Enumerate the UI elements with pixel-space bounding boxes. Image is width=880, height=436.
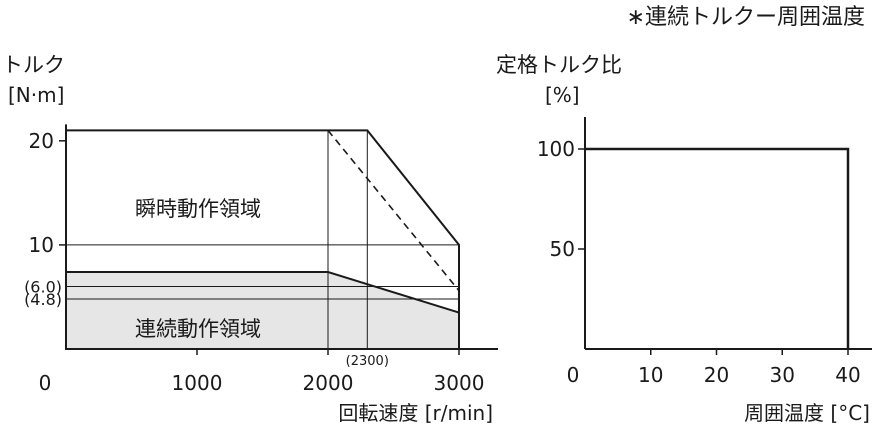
chart1-xlabel: 回転速度 [r/min]: [338, 401, 493, 425]
region-label-continuous: 連続動作領域: [135, 317, 261, 341]
x-tick-label: 10: [638, 363, 663, 387]
chart2-ylabel-line1: 定格トルク比: [496, 53, 622, 77]
torque-speed-chart: 10 20 (6.0)(4.8) 0 1000 2000 3000 (2300) 瞬時動作領域連…: [2, 53, 498, 425]
chart1-ylabel-line2: [N·m]: [8, 83, 64, 107]
chart2-plot: 50 100 0 10 20 30 40: [537, 117, 872, 387]
region-label-instant: 瞬時動作領域: [135, 197, 261, 221]
chart2-xlabel: 周囲温度 [°C]: [744, 401, 870, 425]
chart1-labels: 10 20 (6.0)(4.8) 0 1000 2000 3000 (2300) 瞬時動作領域連…: [24, 129, 484, 395]
figure-note: ∗連続トルクー周囲温度: [627, 5, 865, 30]
dashed-limit-line: [327, 129, 460, 292]
x-tick-label: 0: [567, 363, 580, 387]
temperature-chart: 50 100 0 10 20 30 40 定格トルク比 [%] 周囲温度 [°C]: [496, 53, 872, 425]
y-tick-label: 20: [29, 129, 54, 153]
chart1-regions: [65, 129, 460, 350]
x-annotation-label: (2300): [346, 354, 389, 369]
y-tick-label-paren: (4.8): [24, 290, 62, 309]
x-tick-label: 40: [835, 363, 860, 387]
chart1-ylabel-line1: トルク: [2, 53, 65, 77]
y-tick-label: 50: [550, 237, 575, 261]
chart1-axes: [59, 124, 498, 355]
x-tick-label: 1000: [172, 371, 223, 395]
x-tick-label: 20: [704, 363, 729, 387]
chart2-ylabel-line2: [%]: [545, 83, 580, 107]
x-tick-label: 0: [39, 371, 52, 395]
x-tick-label: 30: [770, 363, 795, 387]
x-tick-label: 2000: [303, 371, 354, 395]
y-tick-label: 100: [537, 137, 575, 161]
y-tick-label-paren: (6.0): [24, 278, 62, 297]
y-tick-label: 10: [29, 233, 54, 257]
series-line-1: [585, 147, 850, 349]
chart1-grid: [66, 130, 459, 349]
x-tick-label: 3000: [434, 371, 485, 395]
